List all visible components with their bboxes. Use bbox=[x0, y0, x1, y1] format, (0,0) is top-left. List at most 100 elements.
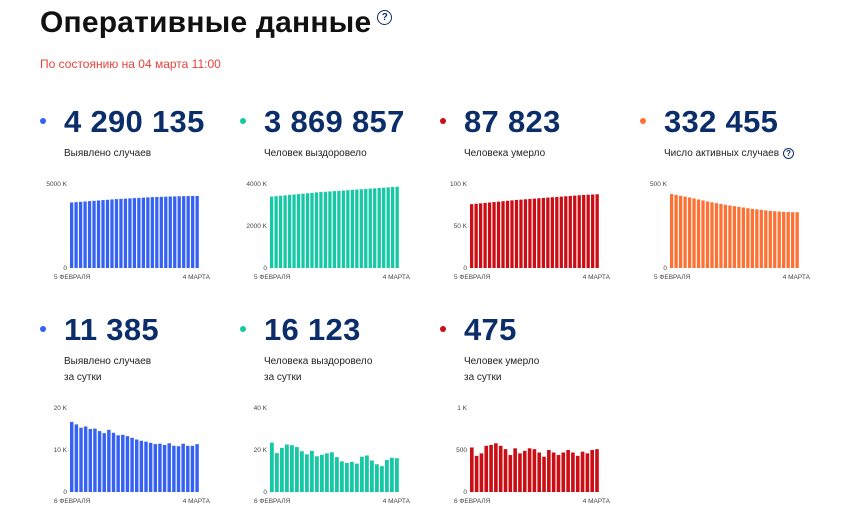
chart-bar[interactable] bbox=[274, 196, 278, 268]
chart-bar[interactable] bbox=[332, 191, 337, 268]
chart-bar[interactable] bbox=[487, 202, 492, 268]
chart-bar[interactable] bbox=[186, 445, 190, 492]
chart-bar[interactable] bbox=[687, 197, 692, 268]
chart-bar[interactable] bbox=[195, 444, 199, 492]
chart-bar[interactable] bbox=[719, 203, 723, 268]
chart-bar[interactable] bbox=[350, 189, 354, 268]
chart-bar[interactable] bbox=[275, 453, 279, 492]
chart-bar[interactable] bbox=[70, 202, 74, 268]
question-circle-icon[interactable]: ? bbox=[377, 10, 393, 25]
chart-bar[interactable] bbox=[105, 199, 110, 268]
chart-bar[interactable] bbox=[168, 196, 172, 268]
chart-bar[interactable] bbox=[283, 195, 287, 268]
chart-bar[interactable] bbox=[137, 197, 141, 268]
question-circle-icon[interactable]: ? bbox=[783, 147, 795, 159]
chart-bar[interactable] bbox=[484, 445, 489, 492]
chart-bar[interactable] bbox=[314, 192, 319, 268]
chart-bar[interactable] bbox=[355, 189, 359, 268]
chart-bar[interactable] bbox=[555, 196, 559, 268]
chart-bar[interactable] bbox=[514, 199, 519, 268]
chart-bar[interactable] bbox=[537, 452, 542, 492]
chart-bar[interactable] bbox=[375, 464, 379, 492]
chart-bar[interactable] bbox=[111, 432, 116, 492]
chart-bar[interactable] bbox=[270, 196, 274, 268]
chart-bar[interactable] bbox=[280, 447, 284, 492]
chart-bar[interactable] bbox=[746, 208, 750, 268]
chart-bar[interactable] bbox=[364, 188, 368, 268]
chart-bar[interactable] bbox=[328, 191, 332, 268]
chart-bar[interactable] bbox=[370, 460, 374, 493]
chart-bar[interactable] bbox=[580, 451, 585, 492]
chart-bar[interactable] bbox=[559, 196, 563, 268]
chart-bar[interactable] bbox=[795, 212, 799, 268]
chart-bar[interactable] bbox=[164, 196, 168, 268]
chart-bar[interactable] bbox=[582, 194, 586, 268]
chart-bar[interactable] bbox=[556, 455, 561, 492]
chart-bar[interactable] bbox=[532, 198, 537, 268]
chart-bar[interactable] bbox=[176, 446, 181, 492]
chart-bar[interactable] bbox=[692, 198, 696, 268]
chart-bar[interactable] bbox=[385, 460, 389, 492]
chart-bar[interactable] bbox=[107, 429, 111, 492]
chart-bar[interactable] bbox=[380, 466, 384, 492]
chart-bar[interactable] bbox=[483, 202, 487, 268]
chart-bar[interactable] bbox=[296, 194, 301, 268]
chart-bar[interactable] bbox=[146, 197, 150, 268]
chart-bar[interactable] bbox=[568, 195, 572, 268]
chart-bar[interactable] bbox=[74, 424, 79, 492]
chart-bar[interactable] bbox=[130, 437, 134, 492]
chart-bar[interactable] bbox=[737, 206, 741, 268]
chart-bar[interactable] bbox=[750, 208, 754, 268]
chart-bar[interactable] bbox=[595, 449, 599, 492]
chart-bar[interactable] bbox=[182, 196, 186, 268]
chart-bar[interactable] bbox=[541, 197, 545, 268]
chart-bar[interactable] bbox=[595, 194, 599, 268]
chart-bar[interactable] bbox=[705, 201, 710, 268]
chart-bar[interactable] bbox=[123, 198, 128, 268]
chart-bar[interactable] bbox=[128, 198, 132, 268]
chart-bar[interactable] bbox=[518, 453, 522, 492]
chart-bar[interactable] bbox=[285, 444, 289, 492]
chart-bar[interactable] bbox=[315, 456, 319, 492]
chart-bar[interactable] bbox=[139, 440, 144, 492]
chart-bar[interactable] bbox=[186, 196, 190, 268]
chart-bar[interactable] bbox=[696, 199, 701, 268]
chart-bar[interactable] bbox=[391, 187, 395, 268]
chart-bar[interactable] bbox=[150, 197, 154, 268]
chart-bar[interactable] bbox=[492, 202, 496, 268]
chart-bar[interactable] bbox=[496, 201, 501, 268]
chart-bar[interactable] bbox=[368, 188, 372, 268]
chart-bar[interactable] bbox=[701, 200, 705, 268]
chart-bar[interactable] bbox=[162, 444, 167, 492]
chart-bar[interactable] bbox=[292, 194, 296, 269]
chart-bar[interactable] bbox=[135, 439, 139, 493]
chart-bar[interactable] bbox=[505, 200, 510, 268]
chart-bar[interactable] bbox=[83, 426, 88, 492]
chart-bar[interactable] bbox=[474, 455, 479, 492]
chart-bar[interactable] bbox=[346, 190, 350, 268]
chart-bar[interactable] bbox=[335, 457, 339, 492]
chart-bar[interactable] bbox=[290, 445, 294, 492]
chart-bar[interactable] bbox=[96, 200, 101, 268]
chart-bar[interactable] bbox=[97, 431, 102, 492]
chart-bar[interactable] bbox=[527, 448, 532, 492]
chart-bar[interactable] bbox=[585, 453, 590, 492]
chart-bar[interactable] bbox=[537, 198, 541, 268]
chart-bar[interactable] bbox=[119, 198, 123, 268]
chart-bar[interactable] bbox=[551, 452, 556, 492]
chart-bar[interactable] bbox=[723, 204, 728, 268]
chart-bar[interactable] bbox=[360, 456, 364, 492]
chart-bar[interactable] bbox=[395, 458, 399, 492]
chart-bar[interactable] bbox=[678, 195, 683, 268]
chart-bar[interactable] bbox=[728, 205, 732, 269]
chart-bar[interactable] bbox=[590, 450, 594, 492]
chart-bar[interactable] bbox=[345, 463, 349, 492]
chart-bar[interactable] bbox=[546, 197, 550, 268]
chart-bar[interactable] bbox=[714, 203, 719, 268]
chart-bar[interactable] bbox=[173, 196, 177, 268]
chart-bar[interactable] bbox=[474, 203, 478, 268]
chart-bar[interactable] bbox=[270, 442, 274, 492]
chart-bar[interactable] bbox=[191, 195, 195, 268]
chart-bar[interactable] bbox=[125, 436, 130, 492]
chart-bar[interactable] bbox=[148, 442, 153, 492]
